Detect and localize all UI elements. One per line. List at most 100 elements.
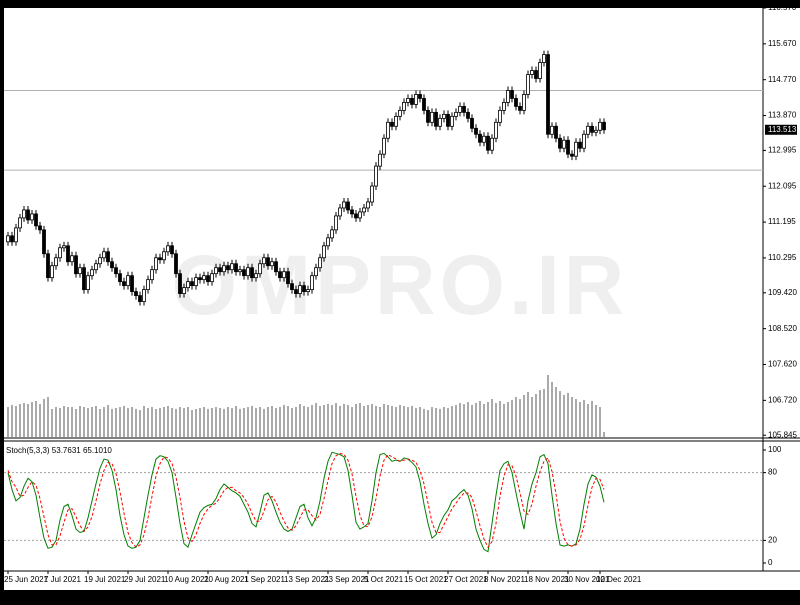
candle-body [406, 98, 410, 103]
candle-body [90, 269, 94, 277]
indicator-line [7, 451, 605, 553]
indicator-y-tick-label: 20 [768, 536, 777, 545]
candle-body [182, 287, 186, 295]
candle-body [50, 265, 54, 279]
candle-body [566, 139, 570, 155]
candle-body [226, 265, 230, 271]
x-tick-label: 30 Nov 2021 [564, 575, 610, 584]
y-tick-label: 112.095 [768, 181, 797, 190]
x-tick-label: 10 Aug 2021 [164, 575, 209, 584]
candle-body [218, 267, 222, 273]
candle-body [170, 245, 174, 255]
candle-body [6, 235, 10, 243]
candle-body [354, 213, 358, 219]
y-tick-label: 108.520 [768, 324, 797, 333]
candle-body [114, 267, 118, 275]
candle-body [590, 125, 594, 133]
candle-body [370, 185, 374, 203]
candle-body [270, 261, 274, 267]
candle-body [430, 111, 434, 123]
candle-body [22, 209, 26, 219]
candle-body [242, 269, 246, 277]
candle-body [142, 289, 146, 302]
y-tick-label: 112.995 [768, 146, 797, 155]
candle-body [346, 201, 350, 211]
candle-body [282, 271, 286, 279]
candle-body [54, 257, 58, 267]
candle-body [394, 115, 398, 127]
candle-body [42, 229, 46, 255]
candle-body [450, 115, 454, 127]
candle-body [122, 281, 126, 287]
candle-body [146, 279, 150, 291]
y-tick-label: 105.845 [768, 430, 797, 439]
candle-body [554, 125, 558, 139]
x-tick-label: 27 Oct 2021 [444, 575, 488, 584]
candle-body [466, 111, 470, 119]
candle-body [482, 135, 486, 143]
candle-body [166, 245, 170, 253]
candle-body [574, 141, 578, 157]
candle-body [154, 257, 158, 271]
y-tick-label: 114.770 [768, 75, 797, 84]
candle-body [230, 263, 234, 271]
candle-body [426, 109, 430, 123]
candle-body [258, 263, 262, 275]
indicator-y-tick-label: 80 [768, 468, 777, 477]
candle-body [526, 74, 530, 95]
candle-body [294, 289, 298, 295]
y-tick-label: 109.420 [768, 288, 797, 297]
candle-body [262, 257, 266, 265]
candle-body [46, 253, 50, 279]
candle-body [298, 285, 302, 295]
candle-body [458, 105, 462, 113]
indicator-line [7, 452, 605, 549]
candle-body [234, 263, 238, 273]
watermark: OMPRO.IR [172, 238, 629, 332]
candle-body [478, 133, 482, 143]
candle-body [178, 273, 182, 295]
candle-body [18, 217, 22, 229]
candle-body [486, 135, 490, 151]
candle-body [546, 54, 550, 135]
candle-body [266, 257, 270, 267]
candle-body [518, 105, 522, 111]
candle-body [534, 70, 538, 79]
candle-body [206, 275, 210, 283]
current-price-box [765, 124, 797, 135]
candle-body [334, 215, 338, 231]
candle-body [126, 275, 130, 287]
x-tick-label: 7 Jul 2021 [44, 575, 81, 584]
candle-body [150, 269, 154, 281]
candle-body [254, 273, 258, 279]
candle-body [106, 251, 110, 263]
x-tick-label: 20 Aug 2021 [204, 575, 249, 584]
x-tick-label: 18 Nov 2021 [524, 575, 570, 584]
candle-body [582, 133, 586, 149]
candle-body [310, 275, 314, 291]
x-tick-label: 8 Nov 2021 [484, 575, 525, 584]
candle-body [198, 277, 202, 281]
candle-body [594, 129, 598, 133]
candle-body [326, 237, 330, 247]
y-tick-label: 113.870 [768, 111, 797, 120]
candle-body [78, 267, 82, 275]
candle-body [362, 207, 366, 213]
candle-body [342, 201, 346, 209]
candle-body [350, 209, 354, 215]
candle-body [174, 253, 178, 275]
x-tick-label: 29 Jul 2021 [124, 575, 166, 584]
candle-body [214, 267, 218, 275]
candle-body [462, 105, 466, 113]
candle-body [306, 289, 310, 293]
y-tick-label: 116.570 [768, 3, 797, 12]
candle-body [442, 113, 446, 119]
candle-body [570, 153, 574, 157]
candle-body [382, 137, 386, 155]
candle-body [366, 201, 370, 209]
candle-body [162, 251, 166, 261]
candle-body [66, 245, 70, 263]
candle-body [358, 211, 362, 219]
